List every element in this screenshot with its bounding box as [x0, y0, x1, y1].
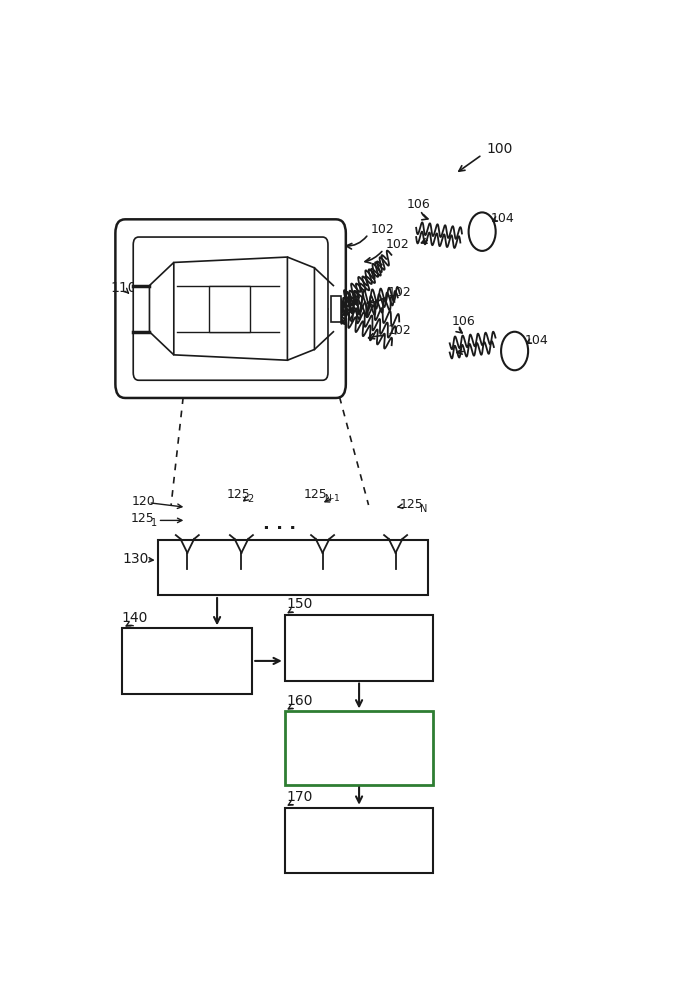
- Text: 125: 125: [304, 488, 327, 501]
- Bar: [285, 615, 433, 681]
- Text: 2: 2: [247, 494, 253, 504]
- Bar: [209, 286, 250, 332]
- Text: N-1: N-1: [324, 494, 339, 503]
- Text: 104: 104: [524, 334, 548, 347]
- FancyBboxPatch shape: [133, 237, 328, 380]
- Text: 125: 125: [227, 488, 251, 501]
- Text: 160: 160: [286, 694, 313, 708]
- Bar: [122, 628, 252, 694]
- Bar: [285, 808, 433, 873]
- Text: 120: 120: [132, 495, 156, 508]
- Text: 130: 130: [122, 552, 149, 566]
- Text: 125: 125: [131, 512, 154, 525]
- Text: 100: 100: [487, 142, 513, 156]
- Bar: [158, 540, 428, 595]
- Text: N: N: [420, 504, 427, 514]
- Text: 102: 102: [371, 223, 394, 236]
- Text: 102: 102: [387, 286, 411, 299]
- Text: 170: 170: [286, 790, 313, 804]
- Text: 102: 102: [386, 238, 410, 251]
- Bar: [331, 296, 341, 322]
- Text: 104: 104: [490, 212, 514, 225]
- Text: 106: 106: [406, 198, 430, 211]
- Text: 110: 110: [110, 281, 137, 295]
- Text: 140: 140: [121, 611, 148, 625]
- Text: 150: 150: [286, 597, 313, 611]
- Text: 1: 1: [151, 518, 156, 528]
- Text: 102: 102: [388, 324, 412, 337]
- Text: . . .: . . .: [262, 515, 296, 533]
- FancyBboxPatch shape: [115, 219, 346, 398]
- Text: 125: 125: [400, 498, 424, 512]
- Text: 107: 107: [177, 248, 203, 262]
- Text: 106: 106: [452, 315, 475, 328]
- Text: 105: 105: [295, 307, 322, 321]
- Bar: [285, 711, 433, 785]
